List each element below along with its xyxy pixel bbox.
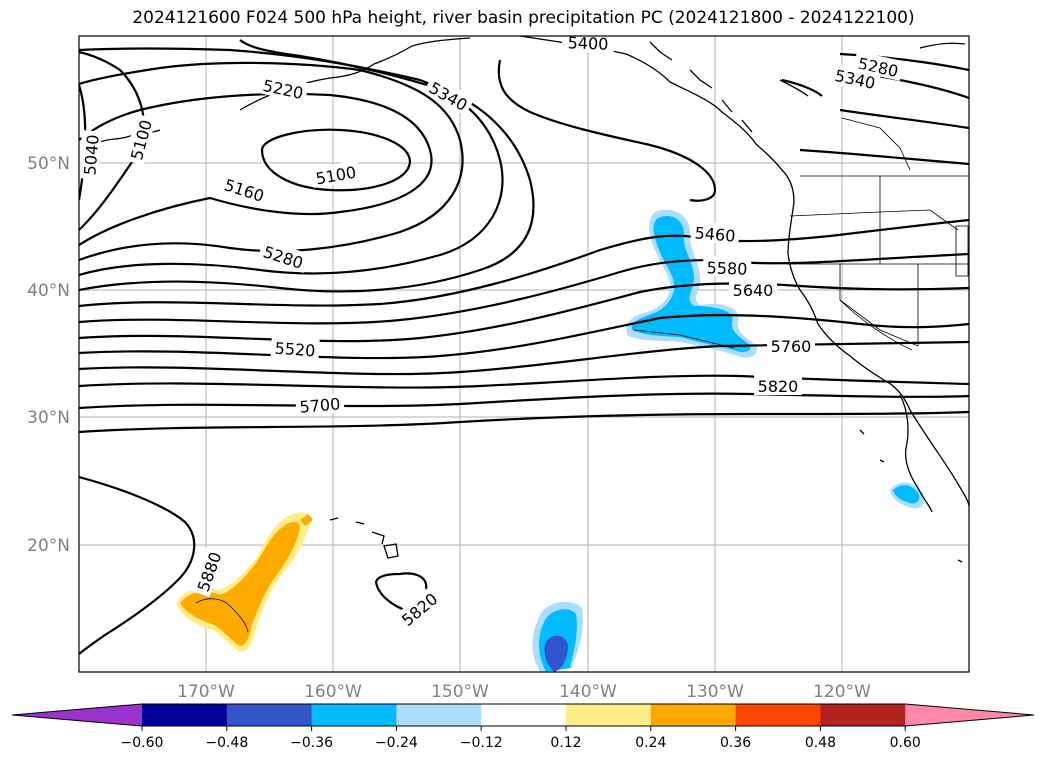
colorbar-swatch — [226, 704, 313, 726]
contour-label-5820: 5820 — [758, 377, 799, 396]
colorbar-tick-label: 0.12 — [550, 735, 581, 751]
lon-label-160w: 160°W — [304, 682, 362, 702]
contour-label-5220: 5220 — [261, 76, 305, 103]
state-borders — [786, 117, 969, 351]
contour-label-5400: 5400 — [567, 33, 608, 53]
colorbar-swatch — [311, 704, 397, 726]
lat-label-20n: 20°N — [27, 536, 70, 556]
colorbar-swatch — [481, 704, 567, 726]
colorbar: −0.60 −0.48 −0.36 −0.24 −0.12 0.12 0.24 0.36 0.4… — [11, 703, 1035, 751]
contour-label-5280: 5280 — [261, 242, 306, 273]
longitude-labels: 170°W 160°W 150°W 140°W 130°W 120°W — [177, 682, 871, 702]
colorbar-extend-max — [905, 704, 1034, 726]
colorbar-swatch — [142, 704, 228, 726]
contour-label-5520: 5520 — [274, 339, 316, 361]
contour-label-5100: 5100 — [314, 163, 357, 189]
precip-positive-hawaii — [176, 512, 313, 652]
contour-label-5640: 5640 — [733, 281, 774, 300]
lat-label-30n: 30°N — [27, 408, 70, 428]
map-frame — [78, 35, 970, 673]
lon-label-130w: 130°W — [686, 682, 744, 702]
colorbar-tick-label: 0.48 — [805, 735, 836, 751]
colorbar-tick-label: −0.24 — [375, 735, 418, 751]
colorbar-tick-label: −0.12 — [460, 735, 503, 751]
contour-label-5040: 5040 — [80, 134, 102, 176]
contour-label-5760: 5760 — [771, 337, 812, 356]
precip-negative-baja — [890, 482, 925, 509]
colorbar-extend-min — [12, 704, 142, 726]
lon-label-120w: 120°W — [813, 682, 871, 702]
map-title: 2024121600 F024 500 hPa height, river ba… — [132, 8, 915, 28]
lon-label-170w: 170°W — [177, 682, 235, 702]
colorbar-tick-label: −0.48 — [205, 735, 248, 751]
colorbar-tick-label: −0.60 — [121, 735, 164, 751]
lat-label-50n: 50°N — [27, 154, 70, 174]
lat-label-40n: 40°N — [27, 281, 70, 301]
precip-negative-south — [532, 601, 584, 672]
contour-label-5460: 5460 — [694, 223, 736, 245]
colorbar-swatch — [735, 704, 821, 726]
colorbar-tick-label: −0.36 — [290, 735, 333, 751]
map-area: 5040 5100 5220 5340 5400 5280 — [79, 33, 969, 672]
contour-label-5580: 5580 — [706, 258, 747, 278]
latitude-labels: 50°N 40°N 30°N 20°N — [27, 154, 70, 556]
colorbar-swatch — [566, 704, 652, 726]
colorbar-tick-label: 0.60 — [890, 735, 921, 751]
colorbar-swatch — [820, 704, 906, 726]
lon-label-140w: 140°W — [559, 682, 617, 702]
contour-label-5100: 5100 — [127, 118, 156, 162]
contour-labels: 5040 5100 5220 5340 5400 5280 — [79, 33, 904, 632]
contour-label-5700: 5700 — [299, 394, 341, 416]
colorbar-tick-label: 0.24 — [635, 735, 666, 751]
colorbar-swatch — [650, 704, 737, 726]
contour-label-5160: 5160 — [222, 175, 267, 206]
colorbar-swatch — [396, 704, 482, 726]
coastlines — [99, 36, 969, 563]
lon-label-150w: 150°W — [431, 682, 489, 702]
colorbar-tick-label: 0.36 — [720, 735, 751, 751]
contour-label-5880: 5880 — [194, 549, 226, 594]
